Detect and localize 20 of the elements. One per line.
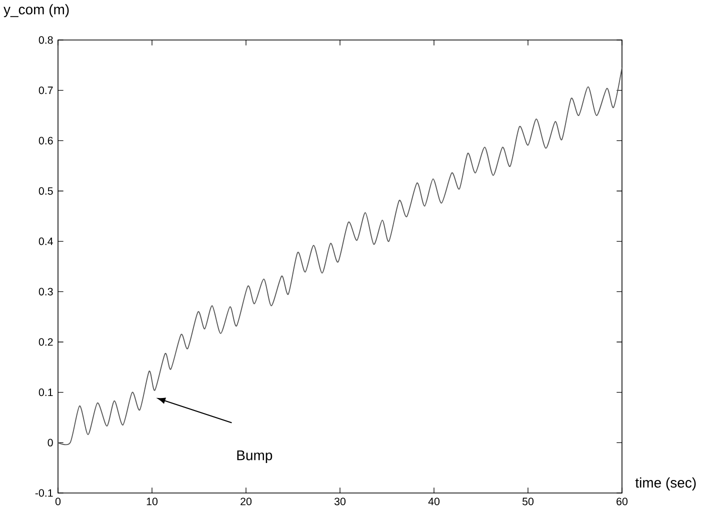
y-tick-label: -0.1 — [35, 489, 53, 497]
x-tick-label: 0 — [55, 498, 61, 506]
y-tick-label: 0 — [48, 438, 53, 446]
x-tick-label: 30 — [334, 498, 346, 506]
annotation: Bump — [237, 450, 272, 464]
y-tick-label: 0.1 — [38, 388, 53, 396]
x-tick-label: 50 — [522, 498, 534, 506]
x-tick-label: 20 — [240, 498, 252, 506]
y-tick-label: 0.2 — [38, 338, 53, 346]
x-axis-title: time (sec) — [635, 477, 696, 490]
y-tick-label: 0.5 — [38, 187, 53, 195]
y-tick-label: 0.6 — [38, 136, 53, 144]
y-axis-title: y_com (m) — [4, 4, 69, 18]
y-tick-label: 0.4 — [38, 238, 53, 246]
x-tick-label: 10 — [146, 498, 158, 506]
y-tick-label: 0.8 — [38, 36, 53, 44]
y-tick-label: 0.3 — [38, 288, 53, 296]
y-tick-label: 0.7 — [38, 86, 53, 94]
x-tick-label: 40 — [428, 498, 440, 506]
x-tick-label: 60 — [616, 498, 628, 506]
